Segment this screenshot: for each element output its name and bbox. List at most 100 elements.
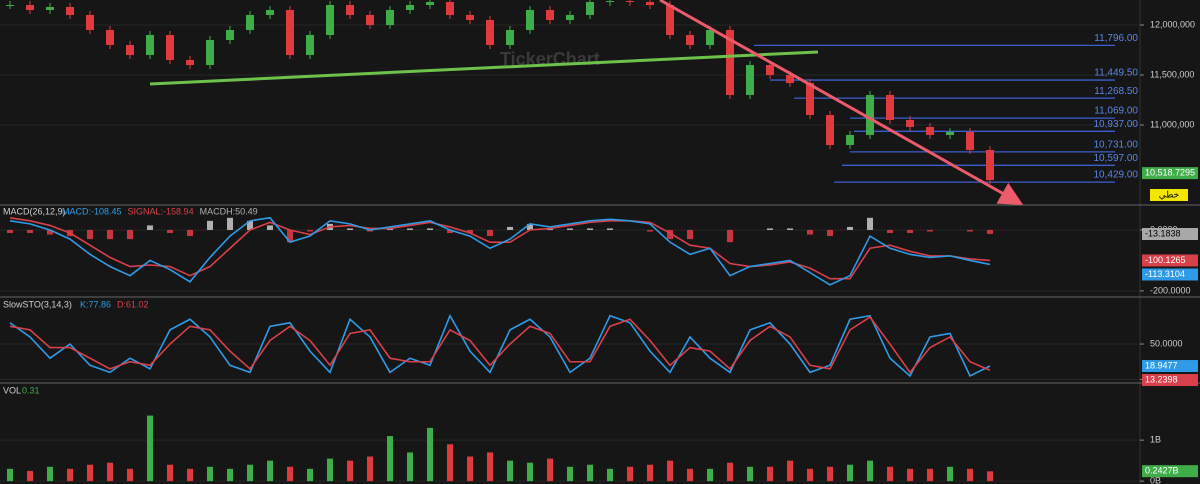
candle: [366, 15, 374, 25]
volume-bar: [7, 468, 13, 482]
volume-bar: [887, 466, 893, 482]
volume-bar: [567, 466, 573, 482]
candle: [146, 35, 154, 55]
candle: [166, 35, 174, 60]
candle: [86, 15, 94, 30]
histogram-bar: [307, 229, 313, 232]
histogram-bar: [347, 228, 353, 230]
candle: [386, 10, 394, 25]
candle: [6, 5, 14, 6]
candle: [866, 95, 874, 135]
volume-bar: [267, 460, 273, 482]
y-tick-label: 1B: [1150, 435, 1161, 445]
y-tick-label: -200.0000: [1150, 285, 1191, 295]
candle: [546, 10, 554, 20]
candle: [906, 120, 914, 127]
candle: [666, 5, 674, 35]
histogram-bar: [227, 217, 233, 230]
volume-bar: [607, 468, 613, 482]
histogram-bar: [727, 229, 733, 243]
volume-bar: [447, 444, 453, 482]
histogram-bar: [527, 223, 533, 230]
histogram-bar: [127, 229, 133, 240]
price-tag: [1142, 254, 1198, 267]
volume-bar: [207, 466, 213, 482]
candle: [946, 132, 954, 135]
y-tick-label: 11,500,000: [1150, 69, 1194, 79]
candle: [846, 135, 854, 145]
level-label: 10,429.00: [1094, 170, 1139, 181]
histogram-bar: [187, 229, 193, 237]
volume-bar: [187, 468, 193, 482]
candle: [46, 7, 54, 10]
volume-bar: [527, 462, 533, 482]
histogram-bar: [807, 229, 813, 235]
volume-bar: [687, 468, 693, 482]
volume-bar: [127, 468, 133, 482]
level-label: 11,069.00: [1094, 106, 1138, 117]
histogram-bar: [827, 229, 833, 237]
histogram-bar: [927, 229, 933, 232]
price-tag-label: 0.2427B: [1145, 466, 1179, 476]
histogram-bar: [7, 229, 13, 234]
histogram-bar: [667, 229, 673, 240]
trend-line: [149, 50, 819, 86]
volume-bar: [47, 466, 53, 482]
histogram-bar: [767, 228, 773, 230]
price-tag-label: -100.1265: [1145, 255, 1186, 265]
candle: [466, 15, 474, 20]
price-tag: [1142, 360, 1198, 373]
histogram-bar: [487, 229, 493, 237]
volume-bar: [767, 466, 773, 482]
legend-entry: SIGNAL:-158.94: [128, 206, 194, 216]
candle: [706, 30, 714, 45]
volume-bar: [747, 466, 753, 482]
volume-bar: [407, 452, 413, 482]
histogram-bar: [907, 229, 913, 234]
panel-title: SlowSTO(3,14,3): [3, 299, 72, 309]
volume-bar: [287, 466, 293, 482]
histogram-bar: [867, 217, 873, 230]
candle: [886, 95, 894, 120]
price-tag-label: 13.2398: [1145, 374, 1178, 384]
candle: [966, 132, 974, 150]
candle: [626, 1, 634, 2]
series-line: [9, 313, 991, 378]
candle: [606, 1, 614, 2]
volume-bar: [867, 460, 873, 482]
candle: [826, 115, 834, 145]
price-tag-label: 18.9477: [1145, 360, 1178, 370]
price-tag-label: 10,518.7295: [1145, 168, 1195, 178]
histogram-bar: [687, 229, 693, 240]
level-label: 10,597.00: [1094, 153, 1139, 164]
volume-bar: [667, 460, 673, 482]
level-label: 11,268.50: [1094, 86, 1138, 97]
candle: [286, 10, 294, 55]
volume-bar: [547, 458, 553, 482]
candle: [326, 5, 334, 35]
level-label: 10,937.00: [1094, 119, 1139, 130]
annotation-box: [1150, 189, 1188, 201]
volume-bar: [347, 460, 353, 482]
volume-bar: [927, 468, 933, 482]
level-label: 11,796.00: [1094, 33, 1138, 44]
histogram-bar: [247, 220, 253, 230]
volume-bar: [107, 462, 113, 482]
candle: [646, 2, 654, 5]
series-line: [9, 217, 991, 280]
candle: [26, 5, 34, 10]
candle: [806, 83, 814, 115]
candle: [246, 15, 254, 30]
candle: [406, 5, 414, 10]
volume-bar: [807, 468, 813, 482]
histogram-bar: [467, 229, 473, 234]
volume-bar: [87, 464, 93, 482]
histogram-bar: [27, 229, 33, 234]
histogram-bar: [167, 229, 173, 234]
histogram-bar: [107, 229, 113, 240]
volume-bar: [427, 427, 433, 482]
histogram-bar: [87, 229, 93, 240]
candle: [766, 65, 774, 75]
panel-title: VOL: [3, 385, 21, 395]
histogram-bar: [507, 226, 513, 230]
